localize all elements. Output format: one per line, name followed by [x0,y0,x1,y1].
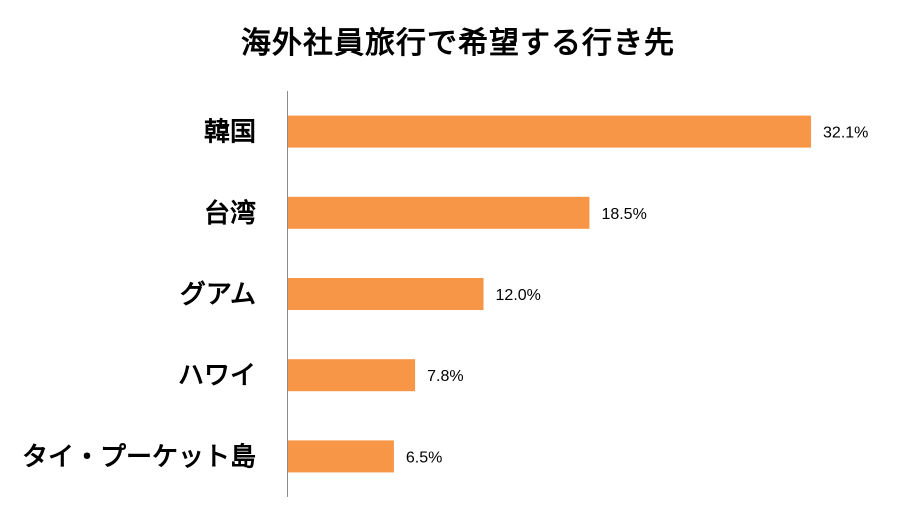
category-label-0: 韓国 [204,118,256,148]
bar-3 [288,359,416,392]
bar-4 [288,440,394,473]
bars-group [288,115,812,473]
chart-title: 海外社員旅行で希望する行き先 [241,26,675,61]
category-label-4: タイ・プーケット島 [22,442,256,472]
bar-0 [288,115,812,148]
value-label-3: 7.8% [427,368,463,385]
category-label-1: 台湾 [204,198,256,229]
value-label-0: 32.1% [823,125,868,142]
value-labels-group: 32.1% 18.5% 12.0% 7.8% 6.5% [406,125,869,467]
value-label-1: 18.5% [601,206,646,223]
value-label-2: 12.0% [496,287,541,304]
value-label-4: 6.5% [406,449,442,466]
bar-1 [288,196,590,229]
category-label-2: グアム [180,280,256,310]
category-label-3: ハワイ [178,361,256,391]
bar-2 [288,278,484,310]
